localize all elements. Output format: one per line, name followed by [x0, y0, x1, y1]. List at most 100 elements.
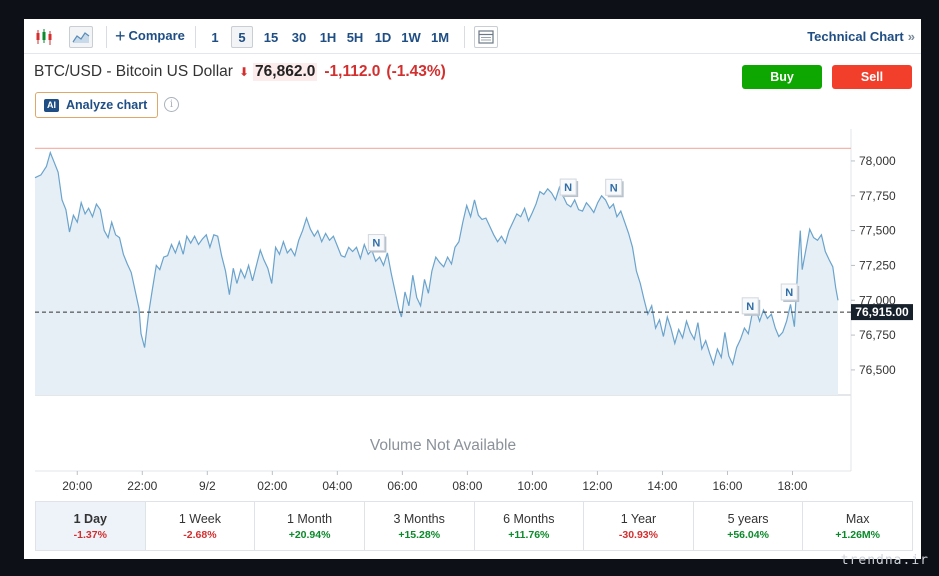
period-1-month[interactable]: 1 Month +20.94%: [255, 502, 365, 550]
news-marker-box: [605, 178, 623, 196]
x-tick-label: 04:00: [322, 479, 352, 493]
x-tick-label: 12:00: [582, 479, 612, 493]
chart-toolbar: + Compare 1 5 15 30 1H 5H 1D 1W 1M Technical Cha…: [24, 19, 921, 54]
interval-1w[interactable]: 1W: [401, 29, 421, 45]
last-price: 76,862.0: [253, 63, 318, 81]
period-change: -2.68%: [183, 528, 217, 541]
ai-icon: AI: [44, 98, 59, 112]
period-change: +15.28%: [398, 528, 441, 541]
interval-1[interactable]: 1: [211, 29, 219, 45]
x-tick-label: 16:00: [712, 479, 742, 493]
news-marker[interactable]: N: [559, 178, 579, 198]
news-marker-box: [367, 234, 385, 252]
news-marker[interactable]: N: [780, 283, 800, 303]
price-change-percent: (-1.43%): [386, 63, 446, 80]
instrument-header: BTC/USD - Bitcoin US Dollar ⬇ 76,862.0 -…: [34, 63, 446, 81]
y-tick-label: 76,750: [859, 328, 896, 342]
x-tick-label: 22:00: [127, 479, 157, 493]
price-area-fill: [35, 152, 838, 395]
toolbar-divider: [106, 26, 107, 48]
period-label: 1 Year: [620, 511, 657, 526]
period-1-year[interactable]: 1 Year -30.93%: [584, 502, 694, 550]
compare-button[interactable]: + Compare: [115, 25, 185, 46]
period-5-years[interactable]: 5 years +56.04%: [694, 502, 804, 550]
period-change: -30.93%: [618, 528, 658, 541]
candlestick-icon[interactable]: [32, 26, 56, 48]
x-tick-label: 02:00: [257, 479, 287, 493]
buy-button[interactable]: Buy: [742, 65, 822, 89]
interval-5[interactable]: 5: [231, 26, 253, 48]
news-marker[interactable]: N: [367, 234, 387, 253]
interval-1h[interactable]: 1H: [319, 29, 337, 45]
x-tick-label: 20:00: [62, 479, 92, 493]
period-1-day[interactable]: 1 Day -1.37%: [36, 502, 146, 550]
area-chart-icon[interactable]: [69, 26, 93, 48]
news-marker-label: N: [564, 182, 572, 194]
period-label: 6 Months: [503, 511, 555, 526]
news-marker-box: [559, 178, 577, 196]
period-label: 5 years: [727, 511, 769, 526]
price-chart[interactable]: Investing.com76,915.0078,00077,75077,500…: [24, 129, 921, 501]
interval-1m[interactable]: 1M: [430, 29, 450, 45]
interval-1d[interactable]: 1D: [374, 29, 392, 45]
period-3-months[interactable]: 3 Months +15.28%: [365, 502, 475, 550]
technical-chart-link[interactable]: Technical Chart»: [807, 29, 915, 44]
plus-icon: +: [115, 25, 126, 46]
y-tick-label: 77,750: [859, 189, 896, 203]
current-price-label: 76,915.00: [855, 305, 909, 319]
news-marker[interactable]: N: [741, 297, 761, 316]
news-marker-label: N: [785, 287, 793, 299]
y-tick-label: 77,250: [859, 258, 896, 272]
current-price-tag: [851, 304, 913, 321]
period-change: +56.04%: [727, 528, 769, 541]
x-tick-label: 06:00: [387, 479, 417, 493]
price-change: -1,112.0: [324, 63, 381, 80]
analyze-chart-label: Analyze chart: [66, 98, 148, 112]
news-marker-label: N: [372, 238, 380, 250]
toolbar-divider: [464, 26, 465, 48]
period-change: +1.26M%: [835, 528, 881, 541]
period-label: 1 Day: [73, 511, 107, 526]
news-marker[interactable]: N: [605, 178, 624, 198]
period-change: +20.94%: [288, 528, 331, 541]
toolbar-divider: [195, 26, 196, 48]
period-label: 1 Week: [178, 511, 222, 526]
news-marker-label: N: [610, 182, 618, 194]
y-tick-label: 78,000: [859, 154, 896, 168]
info-icon[interactable]: i: [164, 97, 179, 112]
interval-30[interactable]: 30: [291, 29, 307, 45]
news-marker-box: [741, 297, 759, 315]
sell-button[interactable]: Sell: [832, 65, 912, 89]
x-tick-label: 14:00: [647, 479, 677, 493]
technical-chart-label: Technical Chart: [807, 29, 904, 44]
period-6-months[interactable]: 6 Months +11.76%: [475, 502, 585, 550]
y-tick-label: 76,500: [859, 363, 896, 377]
chart-widget: + Compare 1 5 15 30 1H 5H 1D 1W 1M Technical Cha…: [24, 19, 921, 559]
period-max[interactable]: Max +1.26M%: [803, 502, 912, 550]
period-performance-bar: 1 Day -1.37% 1 Week -2.68% 1 Month +20.94% 3 M…: [35, 501, 913, 551]
compare-label: Compare: [128, 28, 185, 43]
x-tick-label: 08:00: [452, 479, 482, 493]
site-watermark: trendna.ir: [840, 553, 929, 568]
analyze-chart-button[interactable]: AI Analyze chart: [35, 92, 158, 118]
period-label: Max: [845, 511, 870, 526]
y-tick-label: 77,500: [859, 224, 896, 238]
period-label: 1 Month: [286, 511, 333, 526]
news-marker-label: N: [746, 301, 754, 313]
period-1-week[interactable]: 1 Week -2.68%: [146, 502, 256, 550]
period-change: +11.76%: [508, 528, 550, 541]
volume-not-available-note: Volume Not Available: [370, 437, 516, 454]
y-tick-label: 77,000: [859, 293, 896, 307]
interval-15[interactable]: 15: [263, 29, 279, 45]
period-change: -1.37%: [73, 528, 107, 541]
x-tick-label: 18:00: [777, 479, 807, 493]
news-marker-box: [780, 283, 798, 301]
instrument-name: BTC/USD - Bitcoin US Dollar: [34, 63, 233, 80]
price-series-line: [34, 150, 839, 367]
x-tick-label: 10:00: [517, 479, 547, 493]
x-tick-label: 9/2: [199, 479, 216, 493]
interval-5h[interactable]: 5H: [346, 29, 364, 45]
table-view-icon[interactable]: [474, 26, 498, 48]
period-label: 3 Months: [393, 511, 445, 526]
double-chevron-icon: »: [907, 29, 915, 44]
